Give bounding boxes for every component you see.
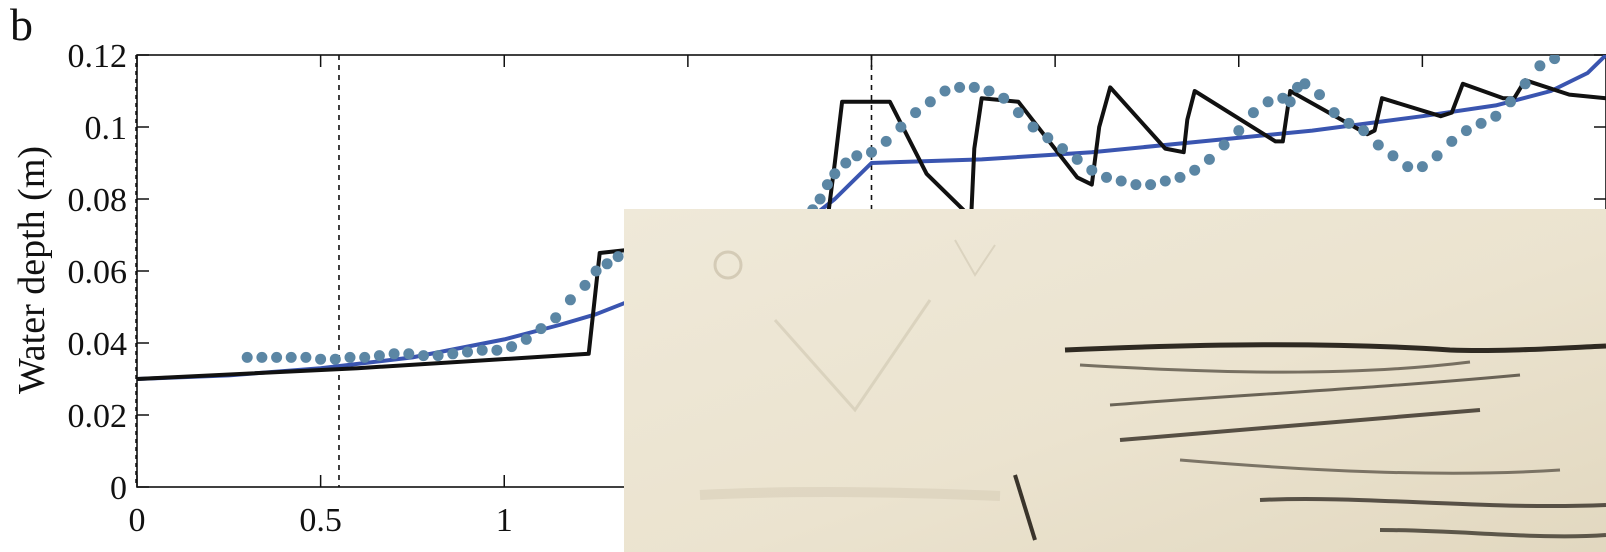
measured-point xyxy=(418,350,429,362)
measured-point xyxy=(612,251,624,263)
measured-point xyxy=(1314,89,1325,101)
measured-point xyxy=(954,81,966,93)
panel-letter: b xyxy=(10,0,33,50)
measured-point xyxy=(601,258,613,270)
measured-point xyxy=(1284,96,1296,108)
measured-point xyxy=(1328,107,1340,119)
measured-point xyxy=(1086,164,1098,176)
measured-point xyxy=(1189,164,1201,176)
measured-point xyxy=(1145,179,1157,191)
measured-point xyxy=(476,344,488,356)
measured-point xyxy=(1262,96,1274,108)
y-tick-label: 0.12 xyxy=(68,38,128,75)
measured-point xyxy=(359,351,371,363)
measured-point xyxy=(520,333,532,345)
measured-point xyxy=(1549,55,1561,65)
measured-point xyxy=(814,193,826,205)
measured-point xyxy=(939,85,951,97)
measured-point xyxy=(491,344,503,356)
measured-point xyxy=(1416,161,1428,173)
measured-point xyxy=(1247,107,1259,119)
measured-point xyxy=(1446,135,1458,147)
measured-point xyxy=(241,351,253,363)
measured-point xyxy=(1299,78,1311,90)
measured-point xyxy=(550,312,562,324)
measured-point xyxy=(1387,150,1399,162)
y-axis-title: Water depth (m) xyxy=(11,146,53,394)
measured-point xyxy=(1233,125,1245,137)
x-tick-label: 1 xyxy=(496,502,513,539)
measured-point xyxy=(432,350,444,362)
measured-point xyxy=(271,351,283,363)
measured-point xyxy=(866,146,877,158)
measured-point xyxy=(315,353,327,365)
measured-point xyxy=(1027,121,1039,133)
measured-point xyxy=(998,92,1010,104)
y-tick-label: 0.08 xyxy=(68,182,128,219)
measured-point xyxy=(983,85,995,97)
measured-point xyxy=(1505,96,1516,108)
measured-point xyxy=(388,348,400,360)
x-tick-label: 0.5 xyxy=(299,502,342,539)
measured-point xyxy=(910,107,922,119)
measured-point xyxy=(373,350,385,362)
measured-point xyxy=(851,150,863,162)
measured-point xyxy=(1218,139,1230,151)
measured-point xyxy=(1402,161,1414,173)
measured-point xyxy=(1115,175,1127,187)
measured-point xyxy=(1343,117,1355,129)
measured-point xyxy=(1130,179,1142,191)
measured-point xyxy=(1519,78,1531,90)
measured-point xyxy=(462,346,473,358)
measured-point xyxy=(285,351,297,363)
measured-point xyxy=(447,348,459,360)
y-tick-label: 0.06 xyxy=(68,254,128,291)
measured-point xyxy=(1071,153,1083,165)
y-tick-label: 0.04 xyxy=(68,326,128,363)
measured-point xyxy=(506,341,518,353)
measured-point xyxy=(579,279,591,291)
measured-point xyxy=(1101,171,1112,183)
measured-point xyxy=(821,179,833,191)
inset-photo xyxy=(624,209,1606,552)
measured-point xyxy=(300,351,312,363)
measured-point xyxy=(1057,143,1068,155)
measured-point xyxy=(1012,107,1024,119)
y-tick-label: 0.1 xyxy=(85,110,128,147)
y-tick-label: 0.02 xyxy=(68,398,128,435)
measured-point xyxy=(256,351,268,363)
measured-point xyxy=(1460,125,1472,137)
measured-point xyxy=(1431,150,1443,162)
measured-point xyxy=(1358,125,1370,137)
measured-point xyxy=(829,168,841,180)
measured-point xyxy=(1042,132,1054,144)
measured-point xyxy=(840,157,852,169)
measured-point xyxy=(924,96,936,108)
measured-point xyxy=(403,348,415,360)
ticks-layer: 0 0.02 0.04 0.06 0.08 0.1 0.12 0 0.5 1 xyxy=(68,38,1606,539)
measured-point xyxy=(344,351,356,363)
y-tick-label: 0 xyxy=(110,470,127,507)
measured-point xyxy=(1534,60,1546,72)
measured-point xyxy=(895,121,907,133)
x-tick-label: 0 xyxy=(129,502,146,539)
measured-point xyxy=(1372,139,1384,151)
measured-point xyxy=(329,353,341,365)
measured-point xyxy=(968,81,980,93)
measured-point xyxy=(1475,117,1487,129)
measured-point xyxy=(535,323,547,335)
measured-point xyxy=(1203,153,1215,165)
measured-point xyxy=(1490,110,1502,122)
measured-point xyxy=(590,265,602,277)
measured-point xyxy=(880,135,892,147)
measured-point xyxy=(1159,175,1171,187)
measured-point xyxy=(564,294,576,306)
measured-point xyxy=(1174,171,1186,183)
